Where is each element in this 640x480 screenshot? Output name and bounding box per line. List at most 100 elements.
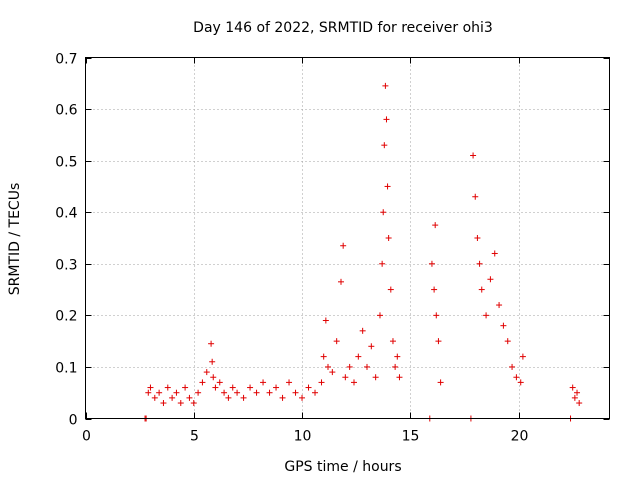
data-point [470, 152, 477, 159]
data-point [346, 363, 353, 370]
y-tick-label: 0 [69, 413, 78, 429]
data-point [574, 389, 581, 396]
data-point [491, 250, 498, 257]
data-point [428, 260, 435, 267]
data-point [376, 312, 383, 319]
data-point [496, 302, 503, 309]
y-axis-label: SRMTID / TECUs [7, 183, 23, 296]
x-axis-label: GPS time / hours [284, 459, 401, 475]
plot-frame [85, 57, 610, 419]
data-point [320, 353, 327, 360]
data-point [437, 379, 444, 386]
data-points [142, 82, 583, 422]
data-point [384, 183, 391, 190]
data-point [389, 338, 396, 345]
data-point [318, 379, 325, 386]
data-point [312, 389, 319, 396]
data-point [229, 384, 236, 391]
data-point [396, 374, 403, 381]
data-point [368, 343, 375, 350]
data-point [203, 369, 210, 376]
data-point [435, 338, 442, 345]
data-point [569, 384, 576, 391]
data-point [381, 142, 388, 149]
data-point [517, 379, 524, 386]
data-point [392, 363, 399, 370]
data-point [387, 286, 394, 293]
data-point [221, 389, 228, 396]
data-point [385, 235, 392, 241]
data-point [164, 384, 171, 391]
data-point [350, 379, 357, 386]
data-point [487, 276, 494, 283]
data-point [156, 389, 163, 396]
data-point [359, 327, 366, 334]
data-point [325, 363, 332, 370]
data-point [292, 389, 299, 396]
data-point [273, 384, 280, 391]
y-tick-label: 0.1 [55, 361, 77, 377]
data-point [305, 384, 312, 391]
data-point [372, 374, 379, 381]
data-point [383, 116, 390, 123]
data-point [169, 394, 176, 401]
data-point [338, 278, 345, 285]
data-point [173, 389, 180, 396]
x-tick-label: 5 [190, 429, 199, 445]
data-point [279, 394, 286, 401]
data-point [234, 389, 241, 396]
data-point [266, 389, 273, 396]
grid [85, 57, 610, 419]
data-point [199, 379, 206, 386]
data-point [500, 322, 507, 329]
data-point [186, 394, 193, 401]
data-point [519, 353, 526, 360]
y-tick-label: 0.4 [55, 206, 77, 222]
data-point [571, 394, 578, 401]
data-point [177, 400, 184, 407]
data-point [380, 209, 387, 216]
data-point [394, 353, 401, 360]
data-point [145, 389, 152, 396]
data-point [225, 394, 232, 401]
x-tick-label: 10 [294, 429, 312, 445]
data-point [576, 400, 583, 407]
data-point [472, 193, 479, 200]
y-tick-label: 0.7 [55, 52, 77, 68]
data-point [212, 384, 219, 391]
data-point [260, 379, 267, 386]
data-point [433, 312, 440, 319]
data-point [322, 317, 329, 324]
data-point [253, 389, 260, 396]
data-point [382, 82, 389, 89]
data-point [431, 286, 438, 293]
data-point [474, 235, 481, 241]
x-tick-label: 0 [82, 429, 91, 445]
data-point [379, 260, 386, 267]
data-point [160, 400, 167, 407]
data-point [333, 338, 340, 345]
data-point [476, 260, 483, 267]
data-point [340, 242, 347, 249]
y-tick-label: 0.5 [55, 155, 77, 171]
data-point [342, 374, 349, 381]
data-point [190, 400, 197, 407]
data-point [483, 312, 490, 319]
data-point [299, 394, 306, 401]
data-point [513, 374, 520, 381]
data-point [478, 286, 485, 293]
y-tick-label: 0.6 [55, 103, 77, 119]
data-point [355, 353, 362, 360]
data-point [216, 379, 223, 386]
data-point [147, 384, 154, 391]
data-point [509, 363, 516, 370]
data-point [240, 394, 247, 401]
data-point [195, 389, 202, 396]
data-point [286, 379, 293, 386]
data-point [247, 384, 254, 391]
x-tick-label: 15 [402, 429, 420, 445]
y-tick-label: 0.3 [55, 258, 77, 274]
data-point [151, 394, 158, 401]
